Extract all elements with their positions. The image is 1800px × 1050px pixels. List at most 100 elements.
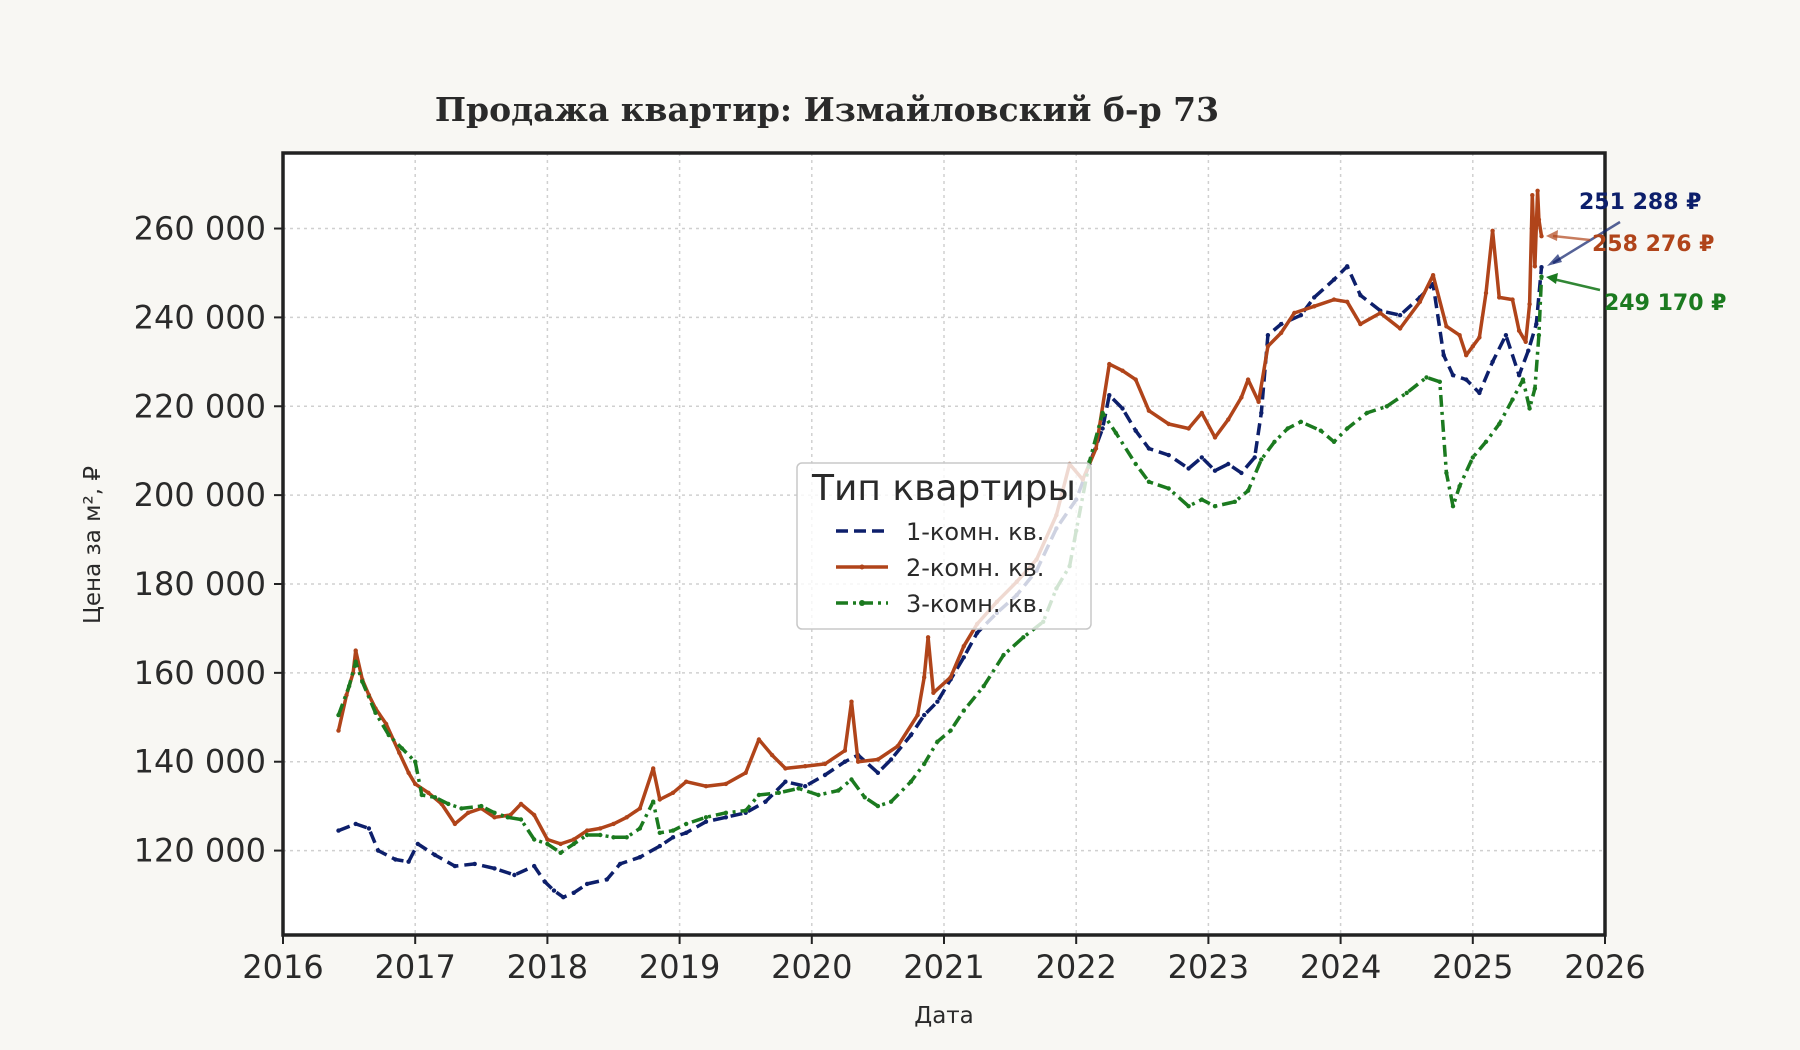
series-point-2room bbox=[1256, 399, 1261, 404]
series-point-3room bbox=[360, 679, 365, 684]
series-point-3room bbox=[651, 799, 656, 804]
series-point-2room bbox=[426, 790, 431, 795]
series-point-2room bbox=[1464, 353, 1469, 358]
annotation-3room: 249 170 ₽ bbox=[1604, 291, 1726, 316]
series-point-3room bbox=[1100, 410, 1105, 416]
series-point-2room bbox=[1527, 301, 1532, 307]
series-point-2room bbox=[743, 770, 748, 775]
series-point-2room bbox=[1444, 324, 1449, 329]
series-point-3room bbox=[518, 817, 524, 822]
series-point-1room bbox=[1331, 277, 1337, 282]
series-point-2room bbox=[406, 770, 411, 775]
series-point-2room bbox=[803, 764, 808, 769]
series-point-2room bbox=[855, 759, 861, 764]
legend-box bbox=[796, 462, 1092, 630]
series-point-1room bbox=[888, 757, 894, 762]
series-point-1room bbox=[803, 784, 808, 789]
series-point-1room bbox=[492, 866, 497, 871]
series-point-1room bbox=[584, 881, 590, 887]
series-point-1room bbox=[1441, 353, 1446, 358]
series-point-2room bbox=[915, 712, 920, 718]
series-point-2room bbox=[1358, 321, 1363, 327]
series-point-2room bbox=[1331, 297, 1337, 302]
axis-ticks: 2016 2017 2018 2019 2020 2021 2022 2023 2024 2025… bbox=[134, 210, 1646, 986]
legend-label-1room: 1-комн. кв. bbox=[906, 518, 1044, 546]
series-point-3room bbox=[922, 761, 927, 767]
y-tick-label: 140 000 bbox=[134, 743, 266, 781]
series-point-2room bbox=[413, 781, 418, 787]
series-point-2room bbox=[723, 781, 729, 787]
series-point-1room bbox=[723, 815, 729, 820]
series-point-2room bbox=[1345, 299, 1350, 304]
y-tick-label: 220 000 bbox=[134, 387, 266, 425]
series-point-2room bbox=[657, 797, 662, 802]
series-point-1room bbox=[1490, 359, 1495, 364]
series-point-1room bbox=[452, 863, 458, 869]
legend-title: Тип квартиры bbox=[811, 468, 1076, 509]
series-point-2room bbox=[1378, 310, 1383, 316]
series-point-2room bbox=[1186, 426, 1191, 431]
series-point-2room bbox=[1477, 335, 1482, 340]
series-point-3room bbox=[1384, 404, 1390, 409]
series-point-3room bbox=[1186, 504, 1191, 509]
series-point-2room bbox=[1133, 377, 1138, 382]
legend-marker-2room bbox=[859, 564, 865, 570]
y-tick-label: 240 000 bbox=[134, 298, 266, 336]
series-point-2room bbox=[1265, 344, 1271, 349]
series-point-3room bbox=[888, 799, 894, 804]
series-point-2room bbox=[1245, 377, 1251, 382]
series-point-2room bbox=[1430, 273, 1436, 278]
series-point-3room bbox=[657, 830, 662, 835]
series-point-3room bbox=[413, 759, 418, 764]
series-point-1room bbox=[542, 879, 547, 884]
annotation-arrow-2room bbox=[1552, 234, 1591, 242]
series-point-1room bbox=[961, 655, 966, 660]
series-point-2room bbox=[1530, 193, 1535, 198]
series-point-1room bbox=[353, 821, 358, 827]
x-tick-label: 2024 bbox=[1300, 948, 1381, 986]
x-tick-label: 2023 bbox=[1168, 948, 1249, 986]
series-point-2room bbox=[769, 752, 775, 758]
series-point-3room bbox=[1532, 386, 1538, 391]
series-point-1room bbox=[1199, 455, 1205, 460]
series-point-2room bbox=[875, 757, 881, 762]
series-point-3room bbox=[1424, 375, 1429, 380]
series-point-1room bbox=[1226, 461, 1231, 467]
series-point-3room bbox=[1146, 479, 1152, 484]
series-point-3room bbox=[756, 792, 762, 798]
series-point-3room bbox=[584, 832, 590, 838]
series-point-2room bbox=[895, 744, 900, 749]
series-point-2room bbox=[931, 690, 936, 695]
series-point-1room bbox=[432, 852, 438, 858]
y-tick-label: 260 000 bbox=[134, 210, 266, 248]
series-point-2room bbox=[756, 737, 762, 742]
series-point-1room bbox=[842, 759, 848, 764]
series-point-3room bbox=[1021, 635, 1026, 640]
x-tick-label: 2026 bbox=[1564, 948, 1645, 986]
series-point-2room bbox=[532, 812, 537, 818]
series-point-1room bbox=[472, 861, 477, 867]
annotation-arrowhead-1room bbox=[1547, 254, 1562, 266]
series-point-2room bbox=[383, 721, 389, 727]
series-point-2room bbox=[842, 748, 848, 753]
series-point-1room bbox=[935, 699, 940, 704]
series-point-3room bbox=[981, 684, 986, 689]
annotation-arrow-1room bbox=[1552, 220, 1621, 265]
series-point-3room bbox=[1272, 439, 1277, 444]
series-point-2room bbox=[1497, 295, 1502, 300]
y-tick-label: 120 000 bbox=[134, 832, 266, 870]
series-point-1room bbox=[366, 826, 372, 831]
x-axis-label: Дата bbox=[914, 1003, 974, 1029]
x-tick-label: 2025 bbox=[1432, 948, 1513, 986]
series-point-1room bbox=[1265, 333, 1271, 338]
series-point-3room bbox=[532, 837, 537, 842]
series-point-1room bbox=[1120, 406, 1125, 411]
series-point-2room bbox=[492, 815, 497, 820]
series-point-3room bbox=[373, 710, 378, 715]
series-point-3room bbox=[353, 659, 358, 664]
series-point-1room bbox=[532, 863, 537, 869]
series-point-1room bbox=[763, 799, 768, 804]
series-point-1room bbox=[1526, 348, 1531, 353]
x-tick-label: 2022 bbox=[1035, 948, 1116, 986]
series-point-3room bbox=[346, 684, 352, 689]
